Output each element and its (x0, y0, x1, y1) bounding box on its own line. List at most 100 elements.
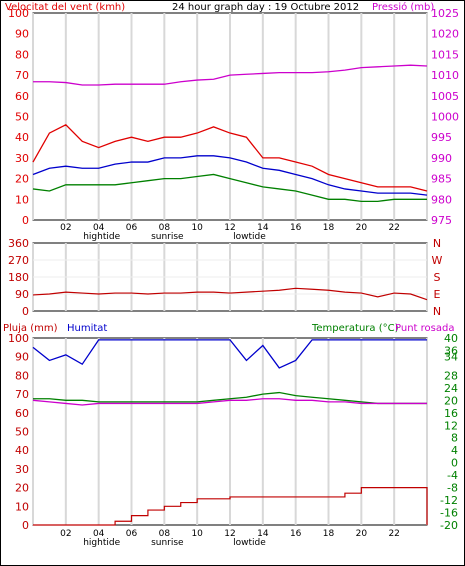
wind-pressure-grid (32, 13, 428, 220)
temperature-tick-label: -16 (440, 507, 458, 520)
rain-humidity-tick-label: 50 (15, 426, 29, 439)
hour-tick-label: 02 (60, 223, 71, 233)
pressure-tick-label: 1025 (431, 7, 459, 20)
hour-tick-label: 14 (257, 223, 269, 233)
temperature-tick-label: 4 (451, 444, 458, 457)
hour-axis-top: 02 04 06 08 10 12 14 16 18 20 22 hightide sunrise low… (60, 223, 400, 242)
wind-pressure-series (32, 64, 428, 203)
hour-axis-bottom: 02 04 06 08 10 12 14 16 18 20 22 hightide sunrise low… (60, 529, 400, 548)
wind-speed-tick-label: 90 (15, 28, 29, 41)
wind-speed-tick-label: 0 (22, 214, 29, 227)
compass-label: N (433, 305, 441, 318)
pressure-tick-label: 1020 (431, 28, 459, 41)
humidity-line (32, 339, 427, 369)
wind-direction-line (32, 287, 428, 301)
hour-tick-label: 04 (93, 529, 105, 539)
hour-tick-label: 18 (323, 223, 335, 233)
rain-humidity-tick-label: 0 (22, 519, 29, 532)
wind-speed-line (32, 173, 427, 203)
hour-tick-label: 12 (224, 223, 235, 233)
pressure-tick-label: 1000 (431, 111, 459, 124)
pressure-tick-label: 1005 (431, 90, 459, 103)
wind-speed-tick-label: 40 (15, 131, 29, 144)
hour-tick-label: 18 (323, 529, 335, 539)
wind-gust-line (32, 123, 428, 192)
wind-speed-tick-label: 20 (15, 173, 29, 186)
humidity-temperature-grid (32, 338, 428, 525)
hour-tick-label: 06 (126, 223, 138, 233)
wind-speed-axis: 0 10 20 30 40 50 60 70 80 90 100 (8, 7, 29, 227)
rain-humidity-tick-label: 70 (15, 388, 29, 401)
event-label: sunrise (151, 232, 184, 242)
pressure-tick-label: 1010 (431, 69, 459, 82)
hour-tick-label: 10 (191, 529, 203, 539)
pressure-tick-label: 990 (431, 152, 452, 165)
rain-humidity-tick-label: 60 (15, 407, 29, 420)
hour-tick-label: 20 (356, 223, 368, 233)
hour-tick-label: 16 (290, 223, 302, 233)
hour-tick-label: 08 (159, 529, 171, 539)
dew-point-label: Punt rosada (395, 323, 454, 334)
event-label: sunrise (151, 538, 184, 548)
hour-tick-label: 14 (257, 529, 269, 539)
rain-humidity-tick-label: 40 (15, 444, 29, 457)
compass-label: E (434, 288, 441, 301)
wind-speed-tick-label: 100 (8, 7, 29, 20)
temperature-tick-label: 40 (444, 332, 458, 345)
pressure-tick-label: 995 (431, 131, 452, 144)
pressure-tick-label: 975 (431, 214, 452, 227)
event-label: lowtide (233, 232, 266, 242)
hour-tick-label: 08 (159, 223, 171, 233)
compass-label: W (432, 254, 443, 267)
temperature-tick-label: 34 (444, 351, 458, 364)
rain-humidity-tick-label: 10 (15, 500, 29, 513)
wind-speed-tick-label: 70 (15, 69, 29, 82)
wind-speed-tick-label: 60 (15, 90, 29, 103)
temperature-tick-label: 20 (444, 394, 458, 407)
dew-point-line (32, 398, 427, 406)
hour-tick-label: 20 (356, 529, 368, 539)
rain-label: Pluja (mm) (3, 323, 58, 334)
temperature-tick-label: 12 (444, 419, 458, 432)
hour-tick-label: 12 (224, 529, 235, 539)
hour-tick-label: 02 (60, 529, 71, 539)
temperature-line (33, 391, 427, 405)
temperature-tick-label: 0 (451, 457, 458, 470)
rain-humidity-axis: 0 10 20 30 40 50 60 70 80 90 100 (8, 332, 29, 532)
temperature-tick-label: -12 (440, 494, 458, 507)
pressure-tick-label: 1015 (431, 48, 459, 61)
wind-speed-tick-label: 50 (15, 111, 29, 124)
wind-direction-tick-label: 360 (8, 237, 29, 250)
event-label: lowtide (233, 538, 266, 548)
pressure-tick-label: 985 (431, 173, 452, 186)
pressure-axis: 975 980 985 990 995 1000 1005 1010 1015 1020 1025 (431, 7, 459, 227)
wind-speed-tick-label: 10 (15, 193, 29, 206)
hour-tick-label: 04 (93, 223, 105, 233)
chart-title: 24 hour graph day : 19 Octubre 2012 (172, 2, 359, 13)
humidity-temperature-series (32, 339, 428, 526)
rain-humidity-tick-label: 20 (15, 482, 29, 495)
wind-direction-tick-label: 90 (15, 288, 29, 301)
temperature-tick-label: -20 (440, 519, 458, 532)
wind-speed-tick-label: 80 (15, 48, 29, 61)
wind-direction-axis: 0 90 180 270 360 (8, 237, 29, 318)
temperature-tick-label: 16 (444, 407, 458, 420)
temperature-tick-label: 8 (451, 432, 458, 445)
wind-direction-tick-label: 180 (8, 271, 29, 284)
hour-tick-label: 16 (290, 529, 302, 539)
pressure-line (33, 64, 428, 86)
hour-tick-label: 06 (126, 529, 138, 539)
temperature-tick-label: 24 (444, 382, 458, 395)
temperature-tick-label: -4 (447, 469, 458, 482)
rain-humidity-tick-label: 100 (8, 332, 29, 345)
wind-direction-tick-label: 270 (8, 254, 29, 267)
temperature-label: Temperatura (°C) (311, 323, 399, 334)
temperature-tick-label: 28 (444, 369, 458, 382)
wind-average-line (32, 155, 428, 196)
hour-tick-label: 10 (191, 223, 203, 233)
rain-humidity-tick-label: 90 (15, 351, 29, 364)
rain-line (33, 487, 428, 526)
